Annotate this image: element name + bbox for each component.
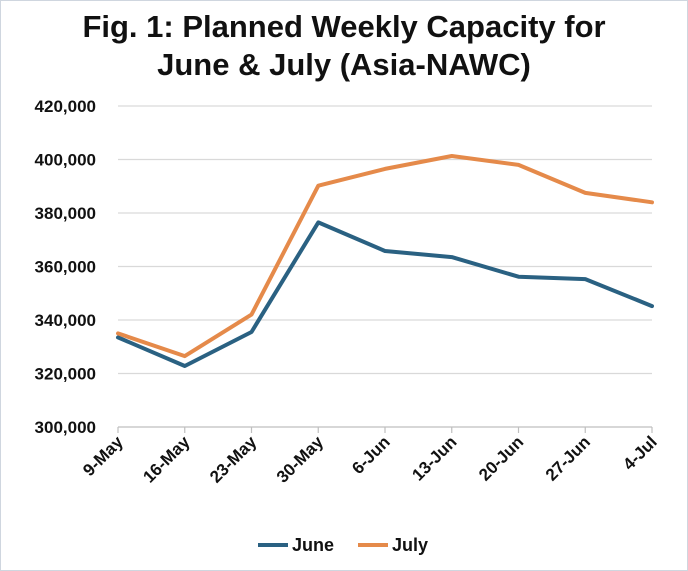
chart-title-line-2: June & July (Asia-NAWC): [157, 47, 531, 82]
x-tick-label: 16-May: [139, 432, 194, 487]
chart-title: Fig. 1: Planned Weekly Capacity for June…: [0, 8, 688, 84]
y-tick-label: 300,000: [35, 418, 96, 437]
x-tick-label: 30-May: [273, 432, 328, 487]
y-tick-label: 400,000: [35, 151, 96, 170]
legend-label-june: June: [292, 535, 334, 555]
series-line-june: [116, 220, 654, 368]
x-tick-label: 6-Jun: [348, 432, 393, 477]
x-tick-label: 23-May: [206, 432, 261, 487]
y-tick-label: 340,000: [35, 311, 96, 330]
y-tick-label: 360,000: [35, 258, 96, 277]
series-line-july: [116, 154, 654, 359]
x-tick-label: 9-May: [79, 432, 127, 480]
x-tick-label: 27-Jun: [542, 432, 594, 484]
y-tick-label: 380,000: [35, 204, 96, 223]
y-tick-label: 420,000: [35, 97, 96, 116]
x-tick-label: 13-Jun: [408, 432, 460, 484]
chart-title-line-1: Fig. 1: Planned Weekly Capacity for: [82, 9, 606, 44]
x-tick-label: 4-Jul: [619, 432, 660, 473]
y-tick-label: 320,000: [35, 365, 96, 384]
legend-label-july: July: [392, 535, 428, 555]
x-tick-label: 20-Jun: [475, 432, 527, 484]
